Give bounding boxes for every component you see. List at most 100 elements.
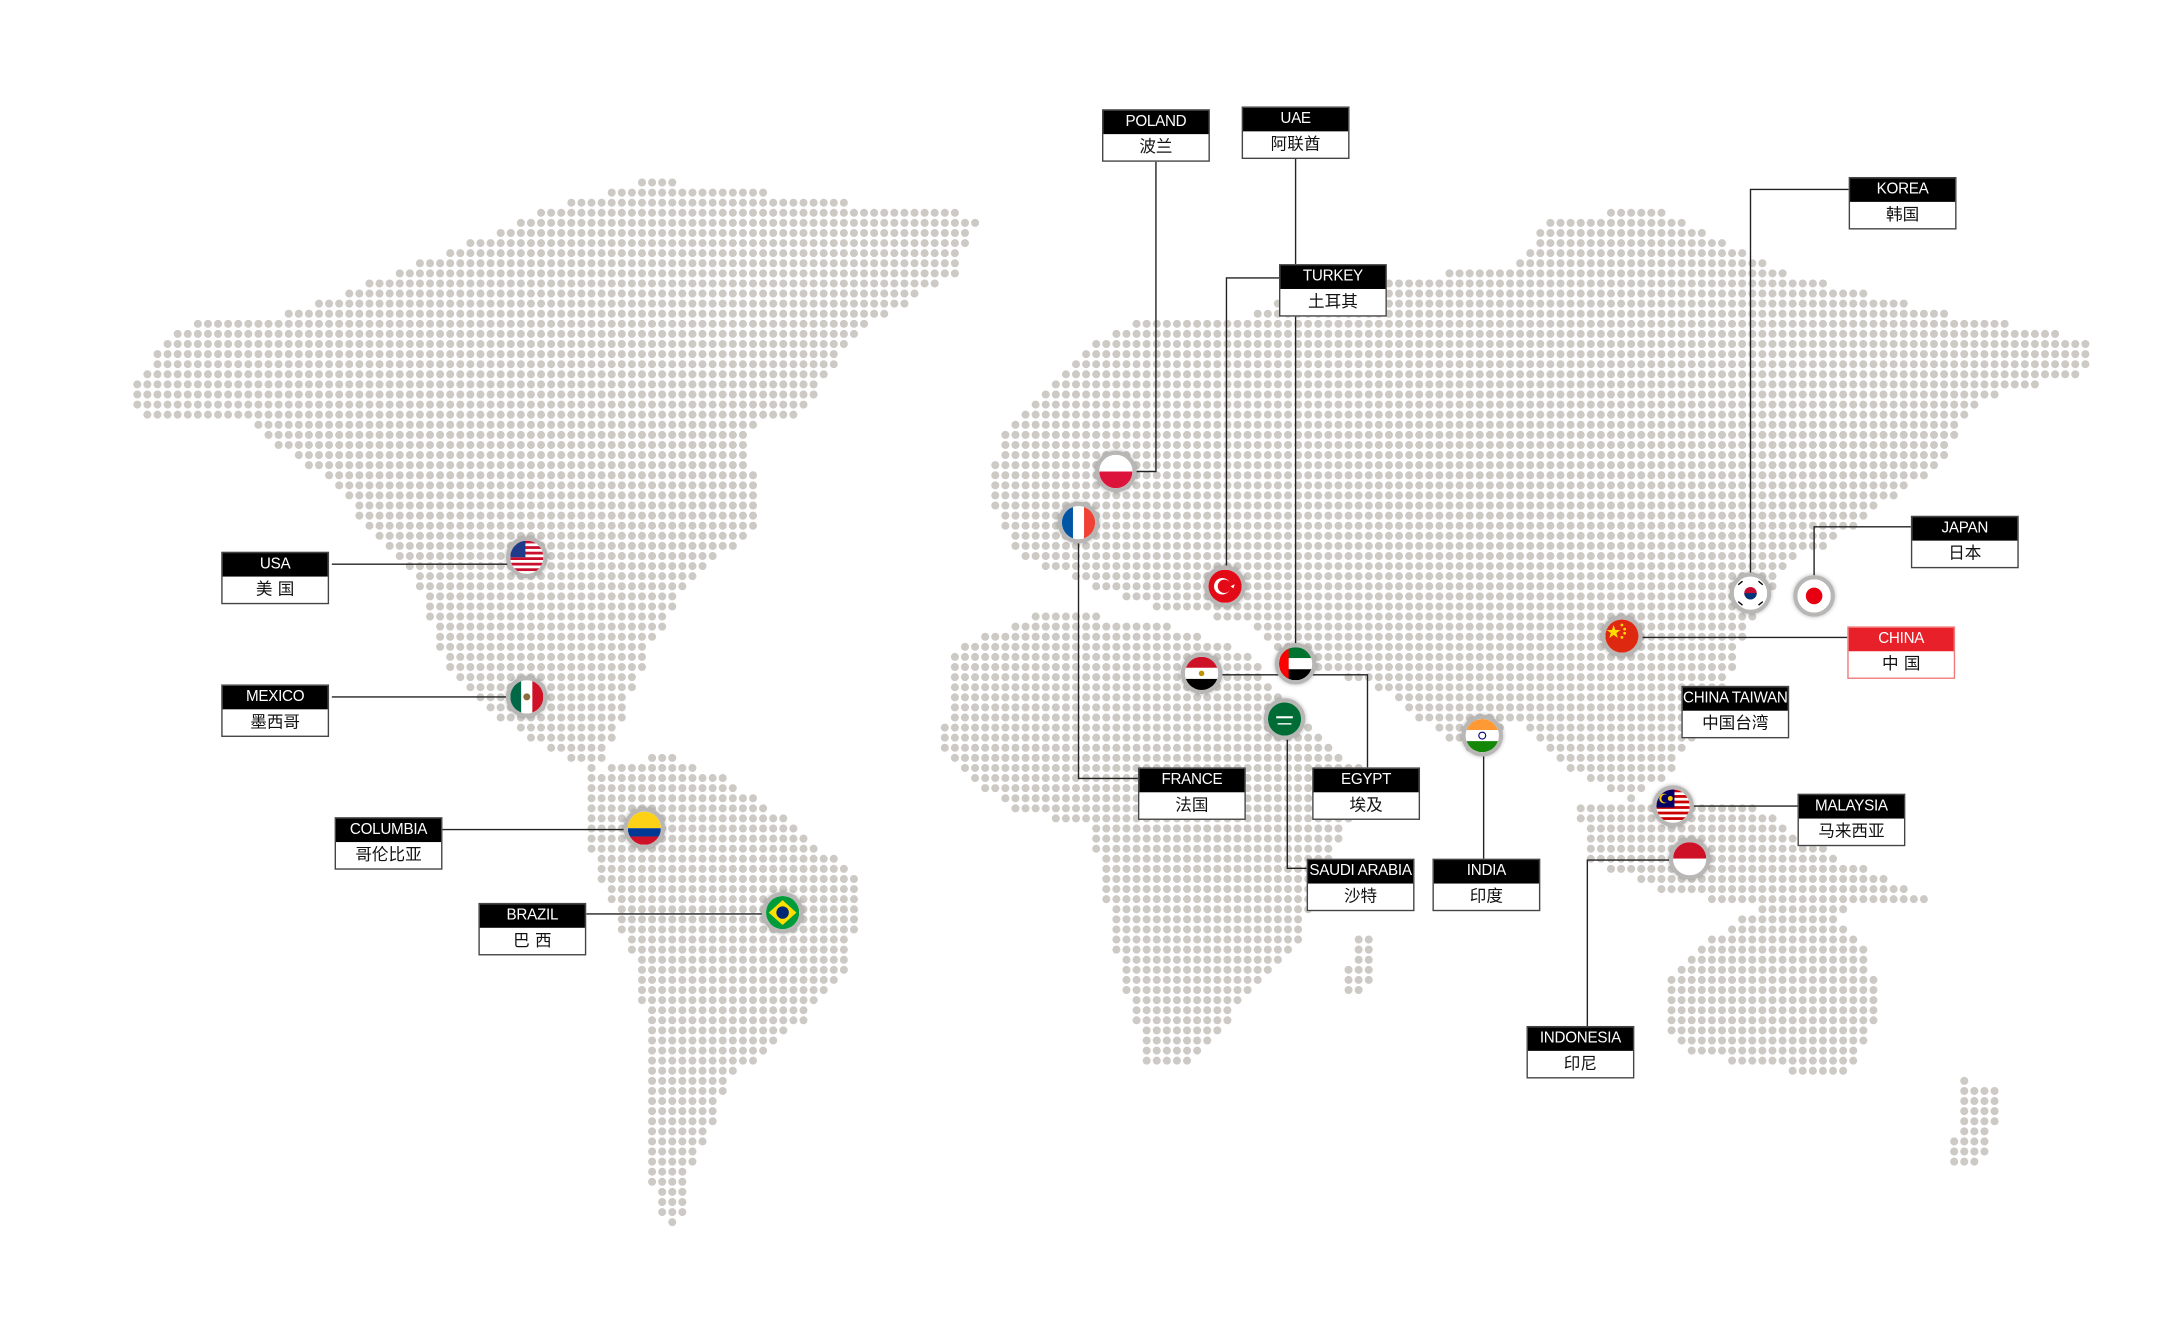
map-dot bbox=[718, 279, 727, 288]
map-dot bbox=[1546, 249, 1555, 258]
map-dot bbox=[779, 198, 788, 207]
map-dot bbox=[516, 239, 525, 248]
map-dot bbox=[648, 198, 657, 207]
map-dot bbox=[708, 269, 717, 278]
map-dot bbox=[839, 259, 848, 268]
map-dot bbox=[1606, 249, 1615, 258]
map-dot bbox=[627, 249, 636, 258]
map-dot bbox=[819, 239, 828, 248]
map-dot bbox=[1657, 228, 1666, 237]
map-dot bbox=[789, 259, 798, 268]
map-dot bbox=[1677, 279, 1686, 288]
map-dot bbox=[466, 259, 475, 268]
map-dot bbox=[587, 218, 596, 227]
map-dot bbox=[738, 239, 747, 248]
map-dot bbox=[1687, 259, 1696, 268]
map-dot bbox=[1738, 249, 1747, 258]
map-dot bbox=[486, 289, 495, 298]
map-dot bbox=[799, 289, 808, 298]
map-dot bbox=[1657, 259, 1666, 268]
map-dot bbox=[506, 289, 515, 298]
map-dot bbox=[597, 269, 606, 278]
map-dot bbox=[1687, 239, 1696, 248]
map-dot bbox=[466, 279, 475, 288]
map-dot bbox=[516, 269, 525, 278]
map-dot bbox=[395, 289, 404, 298]
map-dot bbox=[506, 279, 515, 288]
map-dot bbox=[668, 228, 677, 237]
map-dot bbox=[769, 269, 778, 278]
map-dot bbox=[1586, 279, 1595, 288]
map-dot bbox=[547, 289, 556, 298]
map-dot bbox=[860, 239, 869, 248]
map-dot bbox=[698, 188, 707, 197]
map-dot bbox=[769, 289, 778, 298]
map-dot bbox=[526, 239, 535, 248]
map-dot bbox=[607, 249, 616, 258]
map-dot bbox=[849, 228, 858, 237]
map-dot bbox=[526, 249, 535, 258]
map-dot bbox=[688, 198, 697, 207]
map-dot bbox=[617, 239, 626, 248]
map-dot bbox=[708, 228, 717, 237]
map-dot bbox=[769, 198, 778, 207]
map-dot bbox=[627, 289, 636, 298]
map-dot bbox=[880, 279, 889, 288]
map-dot bbox=[950, 218, 959, 227]
map-dot bbox=[799, 239, 808, 248]
map-dot bbox=[880, 259, 889, 268]
map-dot bbox=[658, 289, 667, 298]
map-dot bbox=[1536, 249, 1545, 258]
map-dot bbox=[567, 239, 576, 248]
map-dot bbox=[1657, 279, 1666, 288]
map-dot bbox=[738, 269, 747, 278]
map-dot bbox=[577, 249, 586, 258]
map-dot bbox=[880, 218, 889, 227]
map-dot bbox=[637, 208, 646, 217]
map-dot bbox=[698, 269, 707, 278]
map-dot bbox=[617, 208, 626, 217]
map-dot bbox=[1445, 279, 1454, 288]
map-dot bbox=[617, 279, 626, 288]
map-dot bbox=[910, 279, 919, 288]
map-dot bbox=[1586, 218, 1595, 227]
map-dot bbox=[1707, 249, 1716, 258]
map-dot bbox=[1657, 208, 1666, 217]
map-dot bbox=[577, 239, 586, 248]
map-dot bbox=[1718, 279, 1727, 288]
map-dot bbox=[759, 269, 768, 278]
map-dot bbox=[1536, 269, 1545, 278]
map-dot bbox=[668, 239, 677, 248]
map-dot bbox=[809, 218, 818, 227]
map-dot bbox=[789, 208, 798, 217]
map-dot bbox=[456, 249, 465, 258]
map-dot bbox=[829, 279, 838, 288]
map-dot bbox=[779, 279, 788, 288]
map-dot bbox=[1758, 259, 1767, 268]
map-dot bbox=[920, 208, 929, 217]
map-dot bbox=[1637, 239, 1646, 248]
map-dot bbox=[637, 218, 646, 227]
map-dot bbox=[708, 289, 717, 298]
map-dot bbox=[648, 279, 657, 288]
map-dot bbox=[930, 228, 939, 237]
map-dot bbox=[769, 218, 778, 227]
map-dot bbox=[496, 228, 505, 237]
map-dot bbox=[749, 218, 758, 227]
map-dot bbox=[1808, 279, 1817, 288]
map-dot bbox=[860, 259, 869, 268]
map-dot bbox=[627, 198, 636, 207]
map-dot bbox=[829, 198, 838, 207]
map-dot bbox=[1596, 239, 1605, 248]
map-dot bbox=[1718, 269, 1727, 278]
map-dot bbox=[910, 218, 919, 227]
map-dot bbox=[658, 279, 667, 288]
map-dot bbox=[749, 249, 758, 258]
map-dot bbox=[708, 249, 717, 258]
map-dot bbox=[1768, 279, 1777, 288]
map-dot bbox=[557, 269, 566, 278]
map-dot bbox=[1687, 269, 1696, 278]
map-dot bbox=[759, 218, 768, 227]
map-dot bbox=[577, 198, 586, 207]
map-dot bbox=[547, 218, 556, 227]
